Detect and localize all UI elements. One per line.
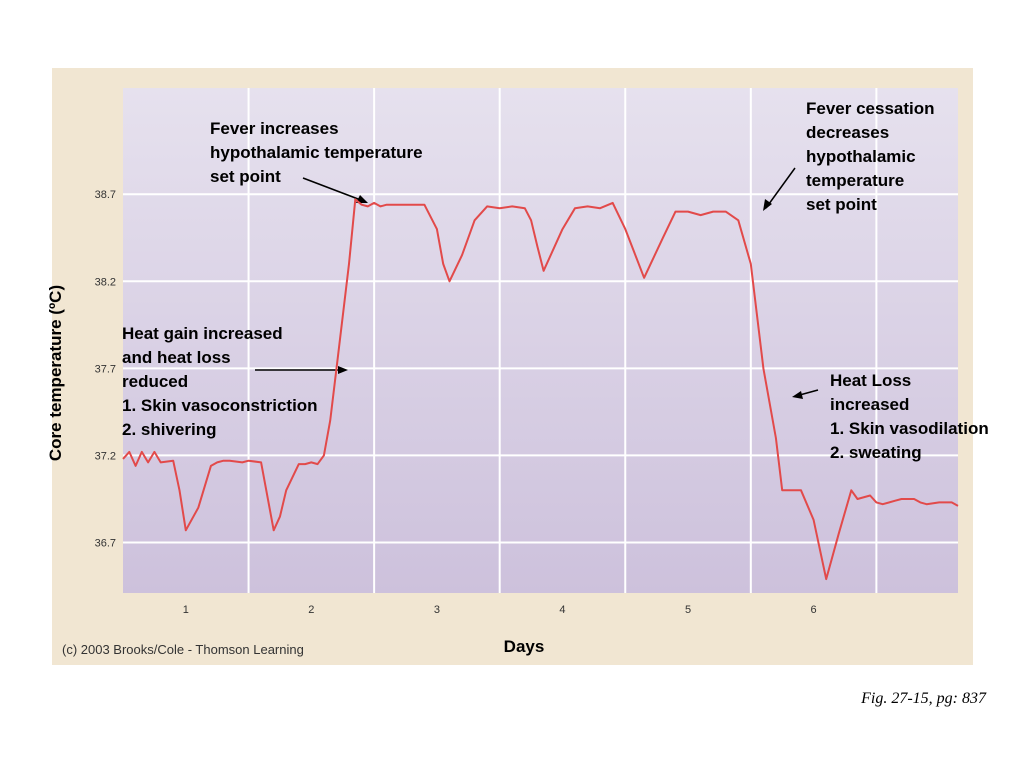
core-temperature-line (122, 198, 959, 581)
y-tick-label: 37.2 (95, 450, 116, 462)
annotation-line: 2. sweating (830, 443, 922, 462)
annotation-line: Fever cessation (806, 99, 935, 118)
annotation-line: decreases (806, 123, 890, 142)
annotation-line: 2. shivering (122, 420, 217, 439)
annotation-fever-cessation: Fever cessation decreases hypothalamic t… (806, 97, 935, 217)
x-axis-label: Days (503, 637, 545, 656)
copyright-notice: (c) 2003 Brooks/Cole - Thomson Learning (62, 642, 304, 657)
annotation-line: Heat gain increased (122, 324, 283, 343)
annotation-line: set point (210, 167, 281, 186)
arrow-heat-loss-head (792, 391, 803, 399)
x-tick-label: 4 (559, 604, 565, 616)
annotation-line: 1. Skin vasodilation (830, 419, 989, 438)
annotation-line: hypothalamic (806, 147, 916, 166)
x-tick-label: 1 (183, 604, 189, 616)
arrow-fever-increases-head (356, 195, 368, 203)
x-tick-label: 5 (685, 604, 691, 616)
annotation-line: Fever increases (210, 119, 339, 138)
axis-ticks: 38.7 38.2 37.7 37.2 36.7 1 2 3 4 5 6 (95, 189, 817, 616)
x-tick-label: 6 (811, 604, 817, 616)
annotation-fever-increases: Fever increases hypothalamic temperature… (210, 117, 423, 189)
annotation-line: and heat loss (122, 348, 231, 367)
plot-area (123, 88, 958, 593)
arrow-fever-cessation-head (763, 199, 772, 211)
grid (123, 88, 958, 593)
y-axis-label: Core temperature (ºC) (46, 284, 65, 462)
annotation-line: increased (830, 395, 910, 414)
annotation-line: hypothalamic temperature (210, 143, 423, 162)
annotation-line: 1. Skin vasoconstriction (122, 396, 318, 415)
y-tick-label: 37.7 (95, 363, 116, 375)
y-tick-label: 38.7 (95, 189, 116, 201)
x-tick-label: 2 (308, 604, 314, 616)
annotation-line: temperature (806, 171, 905, 190)
arrow-fever-increases (302, 177, 367, 203)
figure-caption: Fig. 27-15, pg: 837 (861, 690, 986, 707)
annotation-line: reduced (122, 372, 189, 391)
annotation-arrows (255, 167, 819, 399)
annotation-heat-loss: Heat Loss increased 1. Skin vasodilation… (830, 369, 989, 465)
annotation-heat-gain: Heat gain increased and heat loss reduce… (122, 322, 318, 442)
arrow-heat-gain-head (338, 366, 348, 374)
y-tick-label: 36.7 (95, 538, 116, 550)
y-tick-label: 38.2 (95, 276, 116, 288)
annotation-line: Heat Loss (830, 371, 912, 390)
annotation-line: set point (806, 195, 877, 214)
x-tick-label: 3 (434, 604, 440, 616)
arrow-fever-cessation (765, 167, 796, 209)
